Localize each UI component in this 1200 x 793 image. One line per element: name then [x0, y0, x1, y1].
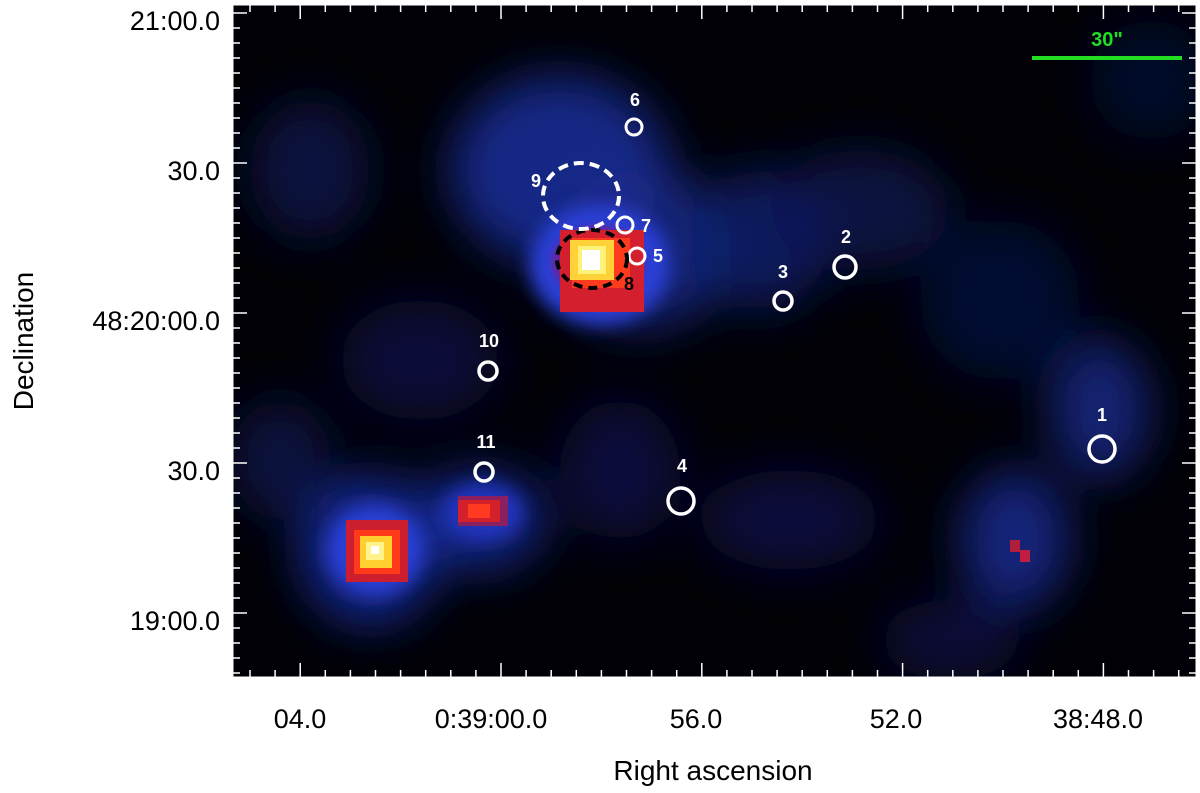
source-label-3: 3 [778, 262, 788, 282]
x-tick-label: 38:48.0 [1053, 704, 1143, 734]
x-axis-title: Right ascension [613, 755, 812, 786]
source-circle-3 [772, 290, 794, 312]
y-axis-title: Declination [8, 272, 39, 411]
source-label-10: 10 [479, 331, 499, 351]
y-tick-label: 19:00.0 [130, 606, 220, 636]
source-label-4: 4 [677, 456, 687, 476]
source-label-6: 6 [630, 90, 640, 110]
xray-image-panel [233, 5, 1196, 677]
source-label-9: 9 [531, 171, 541, 191]
source-label-5: 5 [653, 246, 663, 266]
source-markers: 1 2 3 4 5 6 7 8 9 10 11 [473, 90, 1117, 516]
source-label-7: 7 [641, 216, 651, 236]
scale-bar: 30" [1032, 29, 1182, 60]
x-tick-label: 0:39:00.0 [435, 704, 548, 734]
bright-source-central [530, 205, 670, 325]
source-circle-11 [473, 461, 495, 483]
y-tick-label: 48:20:00.0 [92, 306, 220, 336]
source-near-11 [443, 484, 523, 540]
y-tick-label: 30.0 [167, 456, 220, 486]
y-minor-ticks [233, 12, 1196, 674]
source-circle-10 [477, 360, 499, 382]
source-ellipse-8 [555, 228, 629, 290]
source-label-2: 2 [841, 227, 851, 247]
y-tick-label: 21:00.0 [130, 6, 220, 36]
source-circle-5 [627, 246, 647, 266]
source-circle-4 [666, 486, 696, 516]
source-label-8: 8 [624, 274, 634, 294]
source-label-1: 1 [1097, 405, 1107, 425]
source-circle-1 [1087, 434, 1117, 464]
source-label-11: 11 [476, 432, 495, 452]
source-lower-right [1010, 540, 1030, 562]
y-tick-label: 30.0 [167, 156, 220, 186]
y-tick-labels: 21:00.0 30.0 48:20:00.0 30.0 19:00.0 [92, 6, 220, 636]
x-minor-ticks [249, 5, 1180, 677]
x-tick-label: 52.0 [870, 704, 923, 734]
source-circle-6 [624, 117, 644, 137]
x-tick-labels: 04.0 0:39:00.0 56.0 52.0 38:48.0 [274, 704, 1143, 734]
bright-source-lower-left [327, 505, 423, 595]
image-frame [232, 4, 1197, 678]
source-circle-2 [832, 254, 858, 280]
scale-bar-label: 30" [1091, 29, 1123, 51]
source-ellipse-9 [541, 161, 621, 231]
x-tick-label: 56.0 [670, 704, 723, 734]
x-tick-label: 04.0 [274, 704, 327, 734]
source-circle-7 [615, 215, 635, 235]
